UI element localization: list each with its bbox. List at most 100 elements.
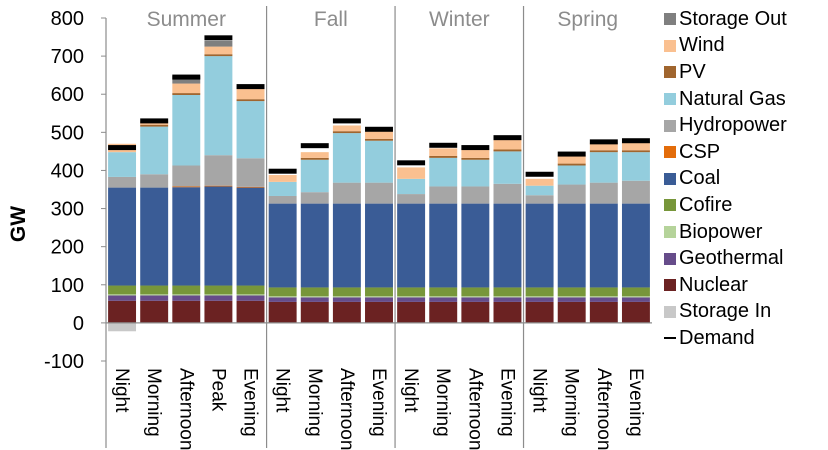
bar-segment-biopower bbox=[236, 294, 265, 296]
bar-segment-csp bbox=[236, 186, 265, 188]
bar-segment-natural-gas bbox=[332, 133, 361, 183]
bar-segment-biopower bbox=[365, 296, 393, 298]
bar-segment-geothermal bbox=[268, 297, 297, 302]
bar-segment-hydropower bbox=[429, 186, 458, 204]
bar-segment-geothermal bbox=[557, 297, 586, 302]
demand-marker bbox=[397, 160, 426, 166]
bar-segment-natural-gas bbox=[493, 151, 522, 184]
legend-label: PV bbox=[679, 60, 706, 83]
x-category-label: Night bbox=[272, 368, 293, 413]
x-category-label: Peak bbox=[207, 368, 228, 412]
x-category-label: Afternoon bbox=[336, 368, 357, 450]
legend-label: Storage Out bbox=[679, 7, 787, 30]
bar-segment-coal bbox=[204, 186, 233, 286]
bar-segment-natural-gas bbox=[140, 126, 169, 175]
legend-label: CSP bbox=[679, 140, 721, 163]
y-tick-label: -100 bbox=[44, 351, 84, 373]
demand-marker bbox=[621, 138, 650, 144]
bar-segment-cofire bbox=[268, 287, 297, 297]
season-label-spring: Spring bbox=[557, 8, 618, 31]
bar-segment-coal bbox=[140, 187, 169, 286]
bar-segment-nuclear bbox=[172, 300, 201, 323]
bar-segment-natural-gas bbox=[429, 157, 458, 187]
legend-item-demand: Demand bbox=[664, 325, 828, 352]
bar-segment-biopower bbox=[300, 296, 329, 298]
bar-segment-nuclear bbox=[397, 301, 426, 323]
bar-segment-coal bbox=[332, 203, 361, 288]
bar-segment-geothermal bbox=[429, 297, 458, 302]
bar-segment-geothermal bbox=[172, 295, 201, 301]
demand-marker bbox=[461, 145, 490, 151]
bar-segment-biopower bbox=[397, 296, 426, 298]
legend-label: Biopower bbox=[679, 220, 763, 243]
bar-segment-natural-gas bbox=[525, 185, 554, 196]
bar-segment-wind bbox=[300, 152, 329, 158]
demand-marker bbox=[332, 118, 361, 124]
legend-label: Storage In bbox=[679, 300, 772, 323]
legend-label: Natural Gas bbox=[679, 87, 786, 110]
bar-segment-nuclear bbox=[461, 301, 490, 323]
bar-segment-hydropower bbox=[236, 158, 265, 187]
bar-segment-storage-out bbox=[204, 40, 233, 47]
bar-segment-geothermal bbox=[397, 297, 426, 302]
bar-segment-biopower bbox=[172, 294, 201, 296]
bar-segment-cofire bbox=[236, 285, 265, 295]
bar-segment-biopower bbox=[557, 296, 586, 298]
legend-item-biopower: Biopower bbox=[664, 219, 828, 246]
x-category-label: Morning bbox=[143, 368, 164, 437]
bar-segment-coal bbox=[589, 203, 618, 288]
bar-segment-coal bbox=[300, 203, 329, 288]
bar-segment-wind bbox=[204, 46, 233, 55]
bar-segment-hydropower bbox=[621, 180, 650, 204]
demand-marker bbox=[172, 74, 201, 80]
demand-marker bbox=[236, 84, 265, 90]
demand-marker bbox=[525, 171, 554, 177]
bar-segment-pv bbox=[332, 131, 361, 134]
bar-segment-pv bbox=[429, 155, 458, 158]
bar-segment-geothermal bbox=[621, 297, 650, 302]
bar-segment-pv bbox=[365, 138, 393, 141]
bar-segment-biopower bbox=[268, 296, 297, 298]
y-axis-title: GW bbox=[7, 206, 30, 242]
bar-segment-geothermal bbox=[365, 297, 393, 302]
bar-segment-natural-gas bbox=[268, 181, 297, 196]
bar-segment-coal bbox=[621, 203, 650, 288]
bar-segment-hydropower bbox=[108, 176, 137, 188]
bar-segment-hydropower bbox=[172, 165, 201, 187]
bar-segment-wind bbox=[365, 129, 393, 139]
bar-segment-storage-out bbox=[172, 75, 201, 84]
bar-segment-coal bbox=[525, 203, 554, 288]
bar-segment-natural-gas bbox=[236, 101, 265, 159]
x-category-label: Evening bbox=[625, 368, 646, 437]
bar-segment-cofire bbox=[557, 287, 586, 297]
bar-segment-coal bbox=[493, 203, 522, 288]
bar-segment-pv bbox=[589, 150, 618, 153]
bar-segment-csp bbox=[172, 186, 201, 188]
bar-segment-hydropower bbox=[397, 194, 426, 204]
bar-segment-geothermal bbox=[493, 297, 522, 302]
bar-segment-natural-gas bbox=[108, 152, 137, 177]
legend-label: Wind bbox=[679, 34, 725, 57]
bar-segment-nuclear bbox=[621, 301, 650, 323]
demand-marker bbox=[268, 168, 297, 174]
bar-segment-pv bbox=[461, 157, 490, 160]
legend-label: Hydropower bbox=[679, 114, 787, 137]
x-category-label: Afternoon bbox=[593, 368, 614, 450]
bar-segment-pv bbox=[621, 150, 650, 153]
bar-segment-biopower bbox=[332, 296, 361, 298]
y-tick-label: 700 bbox=[51, 46, 84, 68]
legend-item-nuclear: Nuclear bbox=[664, 272, 828, 299]
bar-segment-natural-gas bbox=[621, 152, 650, 181]
bar-segment-cofire bbox=[365, 287, 393, 297]
legend-item-geothermal: Geothermal bbox=[664, 245, 828, 272]
bar-segment-hydropower bbox=[204, 155, 233, 186]
bar-segment-pv bbox=[557, 163, 586, 166]
bar-segment-hydropower bbox=[461, 186, 490, 204]
legend-swatch-cofire bbox=[664, 199, 676, 212]
bar-segment-geothermal bbox=[461, 297, 490, 302]
legend-item-storage-in: Storage In bbox=[664, 299, 828, 326]
demand-marker bbox=[108, 145, 137, 151]
bar-segment-coal bbox=[268, 203, 297, 288]
bar-segment-geothermal bbox=[300, 297, 329, 302]
